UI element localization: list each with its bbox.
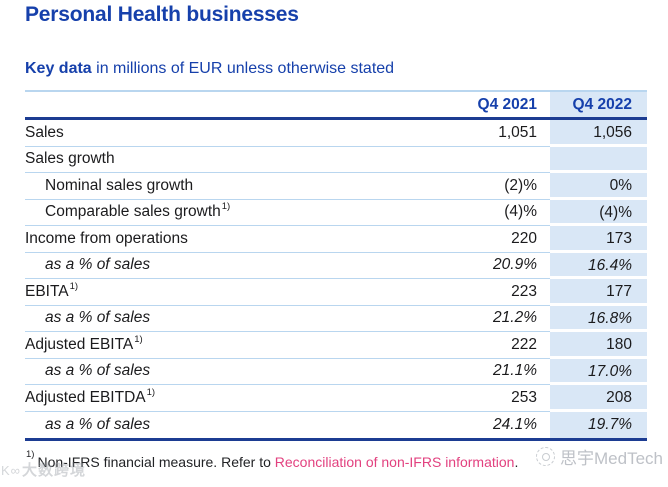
value-q4-2022: 0% <box>550 173 647 200</box>
column-gap <box>537 253 550 279</box>
table-rule-bottom <box>25 438 647 441</box>
table-caption: Key data in millions of EUR unless other… <box>25 60 394 78</box>
value-q4-2022: 1,056 <box>550 120 647 147</box>
table-row-ebita: EBITA 1) 223 177 <box>25 279 647 306</box>
reconciliation-link[interactable]: Reconciliation of non-IFRS information <box>274 454 515 470</box>
row-label: as a % of sales <box>25 253 437 279</box>
row-label: Income from operations <box>25 226 437 253</box>
value-q4-2021: 222 <box>437 332 537 359</box>
value-q4-2021: 24.1% <box>493 415 537 433</box>
table-row-pct-of-sales: as a % of sales 24.1% 19.7% <box>25 411 647 439</box>
value-q4-2021: 20.9% <box>437 253 537 279</box>
row-label: Adjusted EBITA 1) <box>25 332 437 359</box>
table-row-pct-of-sales: as a % of sales 20.9% 16.4% <box>25 252 647 279</box>
column-gap <box>537 147 550 173</box>
page-title: Personal Health businesses <box>25 3 299 26</box>
column-gap <box>537 92 550 117</box>
row-label: Adjusted EBITDA 1) <box>25 385 437 412</box>
row-label: as a % of sales <box>25 306 437 332</box>
watermark-badge-icon <box>536 447 556 466</box>
key-data-table: Q4 2021 Q4 2022 Sales 1,051 1,056 Sales … <box>25 90 647 441</box>
table-row-adjusted-ebita: Adjusted EBITA 1) 222 180 <box>25 332 647 359</box>
footnote: 1) Non-IFRS financial measure. Refer to R… <box>25 450 519 470</box>
value-q4-2022: 16.4% <box>550 252 647 279</box>
table-row-sales: Sales 1,051 1,056 <box>25 120 647 147</box>
value-q4-2022: (4)% <box>550 199 647 226</box>
table-row-nominal-sales-growth: Nominal sales growth (2)% 0% <box>25 173 647 200</box>
value-q4-2021: 220 <box>437 226 537 253</box>
value-q4-2022 <box>550 146 647 173</box>
value-q4-2022: 19.7% <box>550 411 647 438</box>
row-label: Sales growth <box>25 147 437 173</box>
value-q4-2022: 180 <box>550 332 647 359</box>
value-q4-2022: 17.0% <box>550 358 647 385</box>
watermark-left-logo-icon: K∞ <box>1 463 21 478</box>
value-q4-2021: (2)% <box>437 173 537 200</box>
column-gap <box>537 359 550 385</box>
value-q4-2022: 16.8% <box>550 305 647 332</box>
value-q4-2021: 1,051 <box>437 120 537 147</box>
column-gap <box>537 279 550 306</box>
table-rule-top <box>25 117 647 120</box>
value-q4-2021: (4)% <box>437 200 537 226</box>
table-row-comparable-sales-growth: Comparable sales growth 1) (4)% (4)% <box>25 199 647 226</box>
column-gap <box>537 200 550 226</box>
footnote-text: Non-IFRS financial measure. Refer to <box>37 454 275 470</box>
column-gap <box>537 412 550 439</box>
table-row-sales-growth: Sales growth <box>25 146 647 173</box>
value-q4-2021: 21.2% <box>437 306 537 332</box>
caption-rest: in millions of EUR unless otherwise stat… <box>91 60 395 77</box>
column-gap <box>537 332 550 359</box>
row-label: Sales <box>25 120 437 147</box>
value-q4-2021: 223 <box>437 279 537 306</box>
value-q4-2021 <box>437 147 537 173</box>
header-label-spacer <box>25 92 437 117</box>
column-header-q4-2021: Q4 2021 <box>477 95 537 113</box>
row-label: as a % of sales <box>25 359 437 385</box>
table-row-pct-of-sales: as a % of sales 21.2% 16.8% <box>25 305 647 332</box>
column-gap <box>537 306 550 332</box>
watermark-right-text: 思宇MedTech <box>560 449 663 468</box>
value-q4-2021: 21.1% <box>437 359 537 385</box>
table-row-income-from-operations: Income from operations 220 173 <box>25 226 647 253</box>
column-gap <box>537 120 550 147</box>
value-q4-2022: 208 <box>550 385 647 412</box>
value-q4-2022: 173 <box>550 226 647 253</box>
row-label: EBITA 1) <box>25 279 437 306</box>
column-gap <box>537 385 550 412</box>
watermark-bottom-right: 思宇MedTech <box>536 444 663 469</box>
row-label: Nominal sales growth <box>25 173 437 200</box>
table-row-adjusted-ebitda: Adjusted EBITDA 1) 253 208 <box>25 385 647 412</box>
value-q4-2021: 253 <box>437 385 537 412</box>
value-q4-2022: 177 <box>550 279 647 306</box>
table-row-pct-of-sales: as a % of sales 21.1% 17.0% <box>25 358 647 385</box>
row-label: as a % of sales <box>45 415 151 433</box>
footnote-period: . <box>514 454 519 470</box>
column-header-q4-2022: Q4 2022 <box>550 92 647 117</box>
caption-bold: Key data <box>25 60 92 77</box>
table-header-row: Q4 2021 Q4 2022 <box>25 92 647 117</box>
column-gap <box>537 226 550 253</box>
footnote-marker: 1) <box>26 449 35 461</box>
row-label: Comparable sales growth 1) <box>25 200 437 226</box>
column-gap <box>537 173 550 200</box>
